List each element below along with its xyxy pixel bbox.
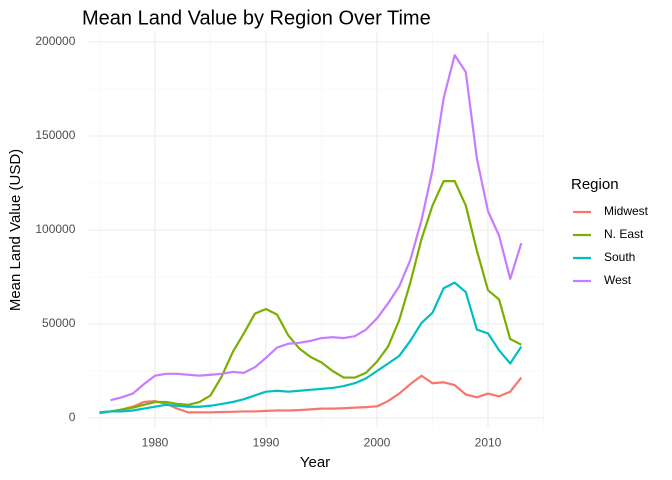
y-tick-label: 200000: [35, 34, 75, 48]
x-tick-label: 2010: [475, 436, 502, 450]
series-line: [110, 54, 523, 402]
legend-label: N. East: [604, 227, 644, 241]
y-tick-label: 50000: [42, 316, 76, 330]
chart-title: Mean Land Value by Region Over Time: [82, 7, 431, 29]
x-tick-label: 1980: [142, 436, 169, 450]
y-tick-label: 150000: [35, 128, 75, 142]
series-line: [99, 374, 523, 415]
legend: Midwest N. East South West: [573, 204, 649, 287]
x-axis-label: Year: [300, 454, 330, 471]
lines: [99, 54, 523, 415]
y-axis-label: Mean Land Value (USD): [7, 149, 24, 311]
legend-label: South: [604, 250, 635, 264]
grid: [88, 32, 544, 428]
legend-title: Region: [571, 176, 619, 193]
x-tick-label: 2000: [364, 436, 391, 450]
y-tick-label: 100000: [35, 222, 75, 236]
legend-label: West: [604, 273, 632, 287]
x-tick-label: 1990: [253, 436, 280, 450]
y-tick-label: 0: [69, 410, 76, 424]
series-line: [99, 180, 522, 414]
series-line: [99, 281, 523, 414]
legend-label: Midwest: [604, 204, 649, 218]
